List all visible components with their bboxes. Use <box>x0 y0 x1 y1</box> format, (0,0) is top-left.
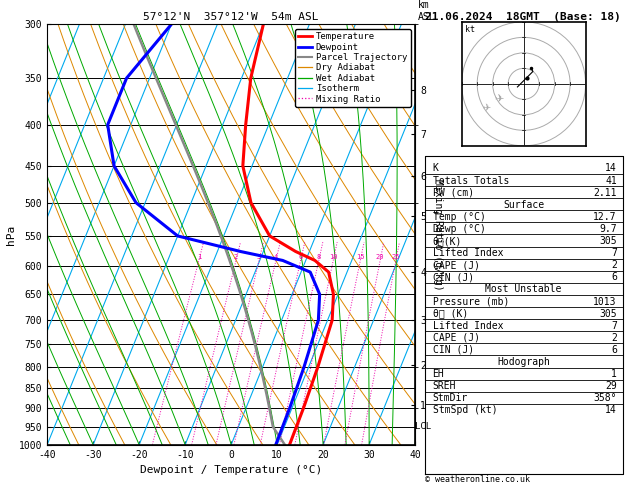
Text: 6: 6 <box>299 255 303 260</box>
Text: 15: 15 <box>356 255 365 260</box>
Text: 1: 1 <box>611 369 617 379</box>
Text: EH: EH <box>433 369 444 379</box>
Text: SREH: SREH <box>433 381 456 391</box>
Text: Pressure (mb): Pressure (mb) <box>433 296 509 307</box>
Text: CIN (J): CIN (J) <box>433 345 474 355</box>
Text: StmSpd (kt): StmSpd (kt) <box>433 405 497 416</box>
Text: 25: 25 <box>392 255 400 260</box>
Text: 2.11: 2.11 <box>593 188 617 198</box>
Text: 1013: 1013 <box>593 296 617 307</box>
Text: Hodograph: Hodograph <box>497 357 550 367</box>
Text: CIN (J): CIN (J) <box>433 272 474 282</box>
Text: km
ASL: km ASL <box>418 0 436 22</box>
Text: ✈: ✈ <box>494 94 504 104</box>
Text: 305: 305 <box>599 236 617 246</box>
Text: kt: kt <box>465 25 475 34</box>
Text: Surface: Surface <box>503 200 544 210</box>
X-axis label: Dewpoint / Temperature (°C): Dewpoint / Temperature (°C) <box>140 465 322 475</box>
Text: 8: 8 <box>316 255 321 260</box>
Text: 6: 6 <box>611 345 617 355</box>
Text: Most Unstable: Most Unstable <box>486 284 562 295</box>
Text: 2: 2 <box>234 255 238 260</box>
Text: Lifted Index: Lifted Index <box>433 248 503 258</box>
Text: Totals Totals: Totals Totals <box>433 175 509 186</box>
Text: 12.7: 12.7 <box>593 212 617 222</box>
Title: 57°12'N  357°12'W  54m ASL: 57°12'N 357°12'W 54m ASL <box>143 12 319 22</box>
Text: K: K <box>433 163 438 174</box>
Text: CAPE (J): CAPE (J) <box>433 333 479 343</box>
Text: 6: 6 <box>611 272 617 282</box>
Text: 14: 14 <box>605 405 617 416</box>
Text: 3: 3 <box>257 255 261 260</box>
Text: 20: 20 <box>376 255 384 260</box>
Text: Temp (°C): Temp (°C) <box>433 212 486 222</box>
Text: 10: 10 <box>329 255 338 260</box>
Text: 305: 305 <box>599 309 617 319</box>
Text: CAPE (J): CAPE (J) <box>433 260 479 270</box>
Text: 14: 14 <box>605 163 617 174</box>
Text: © weatheronline.co.uk: © weatheronline.co.uk <box>425 474 530 484</box>
Text: 41: 41 <box>605 175 617 186</box>
Text: 21.06.2024  18GMT  (Base: 18): 21.06.2024 18GMT (Base: 18) <box>425 12 620 22</box>
Text: 9.7: 9.7 <box>599 224 617 234</box>
Text: LCL: LCL <box>415 422 431 431</box>
Text: 4: 4 <box>274 255 278 260</box>
Text: 2: 2 <box>611 333 617 343</box>
Text: 2: 2 <box>611 260 617 270</box>
Text: 7: 7 <box>611 321 617 331</box>
Text: PW (cm): PW (cm) <box>433 188 474 198</box>
Text: Lifted Index: Lifted Index <box>433 321 503 331</box>
Text: θᴇ(K): θᴇ(K) <box>433 236 462 246</box>
Text: StmDir: StmDir <box>433 393 468 403</box>
Text: 7: 7 <box>611 248 617 258</box>
Text: θᴇ (K): θᴇ (K) <box>433 309 468 319</box>
Y-axis label: Mixing Ratio (g/kg): Mixing Ratio (g/kg) <box>433 179 443 290</box>
Text: 29: 29 <box>605 381 617 391</box>
Legend: Temperature, Dewpoint, Parcel Trajectory, Dry Adiabat, Wet Adiabat, Isotherm, Mi: Temperature, Dewpoint, Parcel Trajectory… <box>295 29 411 107</box>
Text: ✈: ✈ <box>482 104 491 114</box>
Text: 358°: 358° <box>593 393 617 403</box>
Y-axis label: hPa: hPa <box>6 225 16 244</box>
Text: 1: 1 <box>197 255 201 260</box>
Text: Dewp (°C): Dewp (°C) <box>433 224 486 234</box>
